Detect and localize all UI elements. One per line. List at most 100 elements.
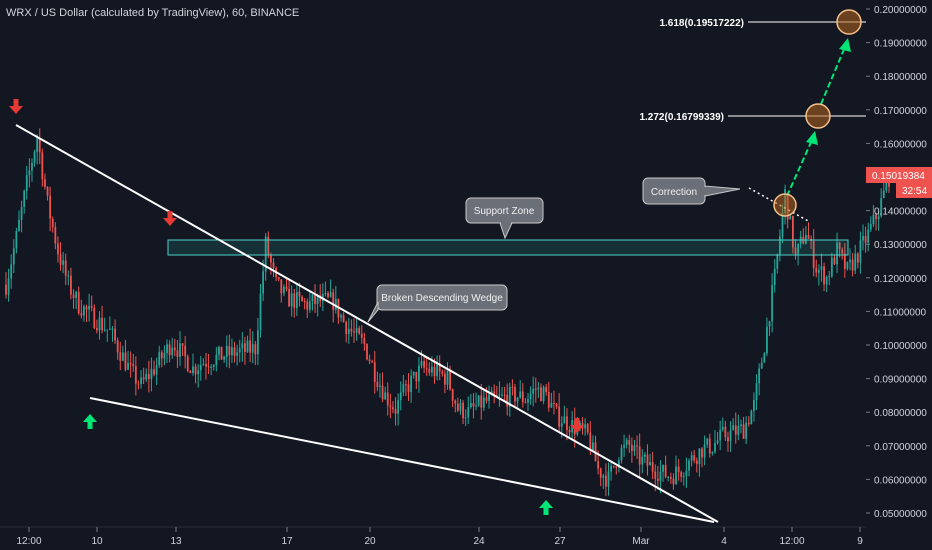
time-tick-label: 24 [473, 536, 485, 547]
candle [350, 319, 353, 337]
candle [67, 270, 70, 286]
candle [246, 335, 249, 353]
candle [742, 416, 745, 439]
candle [451, 388, 454, 408]
candle [566, 408, 568, 441]
price-tick: 0.17000000 [866, 106, 927, 117]
candle [545, 383, 548, 396]
candle [498, 381, 501, 407]
candle [672, 473, 675, 490]
candle [282, 284, 285, 297]
candle [137, 380, 140, 390]
fib-1272-label: 1.272(0.16799339) [639, 112, 724, 123]
candle [753, 392, 755, 422]
candle [381, 372, 384, 403]
candle [605, 463, 607, 497]
candle [269, 252, 272, 275]
candle [456, 397, 459, 413]
candle [10, 254, 13, 289]
price-tick: 0.14000000 [866, 207, 927, 218]
candle [763, 352, 766, 364]
time-tick: Mar [632, 527, 650, 547]
candle [454, 399, 457, 413]
candle [656, 465, 659, 490]
correction-callout[interactable]: Correction [642, 177, 741, 205]
candle [259, 283, 262, 338]
chart-title: WRX / US Dollar (calculated by TradingVi… [6, 7, 299, 19]
candle [192, 353, 194, 376]
candle [469, 393, 472, 409]
candle [36, 134, 39, 165]
candle [592, 435, 594, 453]
time-axis[interactable]: 12:00 10 13 17 20 24 27 Mar 4 12:00 9 [16, 527, 863, 547]
candle [695, 457, 698, 473]
candle [734, 412, 737, 444]
support-zone-rect[interactable] [167, 239, 849, 256]
time-tick-label: 4 [721, 536, 727, 547]
candle [856, 252, 859, 269]
wedge-upper-line[interactable] [15, 124, 719, 523]
candle [114, 319, 116, 344]
price-tick: 0.06000000 [866, 475, 927, 486]
candle [708, 433, 711, 458]
wedge-callout[interactable]: Broken Descending Wedge [367, 284, 508, 323]
candle [257, 317, 259, 366]
candle [173, 338, 176, 357]
candle [64, 253, 67, 286]
candle [220, 346, 223, 360]
candle [428, 362, 431, 376]
price-tick-label: 0.13000000 [874, 240, 927, 251]
candle [768, 320, 771, 336]
candle [766, 317, 768, 357]
candle [88, 293, 91, 322]
candle [306, 298, 309, 319]
candle [706, 437, 709, 448]
candle [418, 357, 420, 393]
candle [719, 420, 722, 451]
last-price-label: 0.15019384 [872, 171, 925, 182]
candle [869, 216, 872, 232]
correction-dotted-line[interactable] [748, 187, 811, 223]
fib-1618-target-circle[interactable] [836, 9, 862, 35]
price-axis[interactable]: 0.20000000 0.19000000 0.18000000 0.17000000… [866, 5, 927, 520]
candle [179, 331, 181, 367]
arrow-down-icon [570, 418, 584, 433]
candle [664, 455, 667, 479]
candle [140, 370, 142, 389]
candle [329, 279, 332, 298]
candle [384, 386, 387, 400]
correction-circle[interactable] [773, 193, 797, 217]
candle [332, 288, 335, 323]
price-tick-label: 0.06000000 [874, 475, 927, 486]
candle [791, 215, 794, 254]
candle [843, 243, 846, 278]
support-zone-callout[interactable]: Support Zone [465, 197, 544, 240]
last-price-badge[interactable]: 0.15019384 32:54 [866, 167, 932, 198]
price-tick-label: 0.07000000 [874, 442, 927, 453]
arrow-down-icon [163, 211, 177, 226]
candle [599, 467, 602, 487]
candle [711, 451, 714, 456]
candle [488, 385, 490, 409]
wedge-lower-line[interactable] [89, 397, 715, 523]
fib-1272-target-circle[interactable] [805, 103, 831, 129]
candle [44, 173, 46, 190]
candle [815, 259, 818, 278]
candle [80, 299, 83, 319]
time-tick: 4 [721, 527, 727, 547]
candle [511, 379, 514, 396]
candle [669, 472, 672, 484]
price-tick: 0.09000000 [866, 375, 927, 386]
candle [72, 289, 75, 309]
candle [612, 465, 615, 469]
candle [298, 282, 301, 307]
candle [521, 383, 524, 408]
candle [368, 354, 371, 365]
price-tick-label: 0.10000000 [874, 341, 927, 352]
time-tick-label: Mar [632, 536, 650, 547]
candle [194, 363, 197, 384]
price-tick: 0.10000000 [866, 341, 927, 352]
candle [155, 357, 158, 385]
